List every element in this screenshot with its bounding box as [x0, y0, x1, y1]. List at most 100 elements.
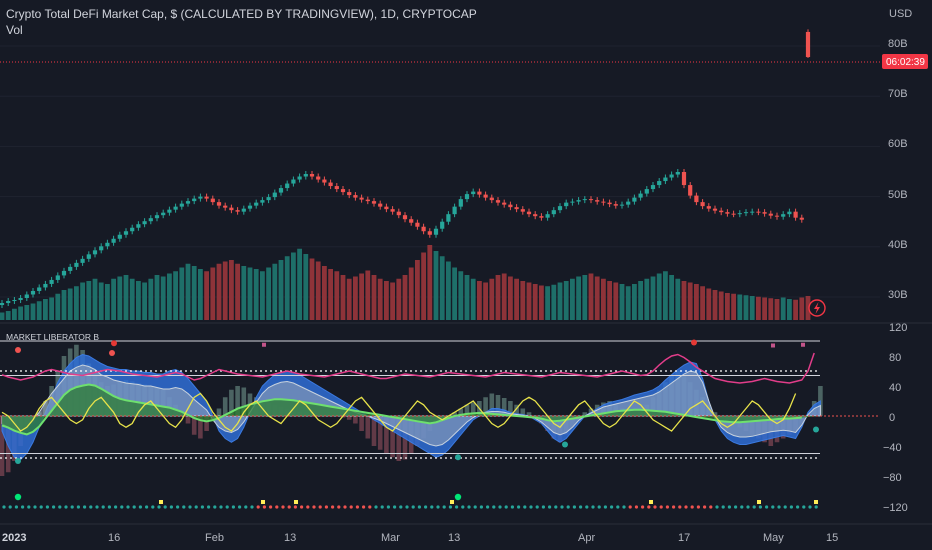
signal-row-dot [76, 505, 80, 509]
candle-body [204, 196, 209, 199]
candle-body [750, 211, 755, 213]
volume-bar [768, 298, 774, 320]
volume-bar [799, 297, 805, 320]
signal-dot-red [15, 347, 21, 353]
signal-row-dot [411, 505, 415, 509]
indicator-dots [2, 339, 819, 509]
volume-bar [253, 269, 259, 320]
signal-row-dot [430, 505, 434, 509]
candle-body [80, 258, 85, 263]
volume-bar [291, 252, 296, 320]
candle-body [681, 172, 687, 186]
signal-dot-red [691, 339, 697, 346]
signal-row-dot [665, 505, 670, 509]
signal-row-dot [312, 505, 316, 509]
signal-row-dot [231, 505, 235, 509]
time-axis[interactable]: 2023 16 Feb 13 Mar 13 Apr 17 May 15 [2, 532, 838, 544]
histogram-bar [508, 401, 513, 416]
volume-bar [725, 293, 730, 320]
signal-row-dot [498, 505, 502, 509]
histogram-bar [222, 397, 228, 416]
signal-row-dot [399, 505, 403, 509]
signal-row-dot [58, 505, 62, 509]
signal-row-dot [52, 505, 56, 509]
candle-body [626, 201, 631, 205]
signal-row-dot [746, 505, 750, 509]
candle-body [582, 199, 587, 201]
signal-row-dot [163, 505, 167, 509]
volume-bar [396, 278, 402, 320]
volume-bar [557, 282, 563, 320]
volume-bar [241, 266, 247, 320]
indicator-lines [1, 352, 815, 436]
price-axis[interactable]: USD 80B 70B 60B 50B 40B 30B 06:02:39 [882, 8, 928, 301]
volume-bar [508, 276, 513, 320]
time-label-mar-13: 13 [448, 532, 460, 544]
candle-body [539, 216, 544, 218]
signal-row-dot [684, 505, 688, 509]
signal-row-dot [715, 505, 719, 509]
lightning-icon[interactable] [808, 299, 826, 317]
volume-bar [260, 271, 265, 320]
candle-body [774, 215, 780, 217]
histogram-bar [384, 416, 389, 454]
volume-bar [266, 267, 271, 320]
candle-body [533, 214, 538, 217]
signal-row-dot [659, 505, 663, 509]
time-label-2023: 2023 [2, 532, 26, 544]
candle-body [167, 209, 172, 213]
price-tick-80: 80B [888, 38, 908, 50]
volume-bar [706, 288, 712, 320]
volume-bar [520, 281, 526, 320]
signal-row-dot [634, 505, 639, 509]
histogram-bar [495, 395, 501, 416]
candle-body [30, 290, 36, 295]
signal-row-dot [176, 505, 180, 509]
volume-bar [458, 271, 464, 320]
indicator-axis[interactable]: 120 80 40 0 −40 −80 −120 [883, 322, 908, 514]
candle-body [216, 202, 222, 206]
signal-row-dot [529, 505, 533, 509]
indicator-tick-minus-120: −120 [883, 502, 908, 514]
time-label-apr-17: 17 [678, 532, 690, 544]
volume-bar [650, 276, 656, 320]
indicator-tick-40: 40 [889, 382, 901, 394]
volume-bar [5, 311, 11, 320]
time-label-jan-16: 16 [108, 532, 120, 544]
histogram-bar [470, 402, 476, 416]
candle-body [495, 200, 501, 203]
histogram-bar [359, 416, 364, 431]
volume-bar [762, 297, 767, 320]
histogram-bar [712, 412, 718, 416]
candle-body [756, 211, 761, 213]
volume-bar [421, 252, 426, 320]
signal-row-dot [219, 505, 223, 509]
signal-row-dot [349, 505, 353, 509]
volume-bar [439, 256, 445, 320]
candle-body [365, 199, 370, 202]
volume-bar [111, 278, 116, 320]
signal-row-dot [70, 505, 74, 509]
volume-bar [371, 275, 377, 320]
signal-row-dot [114, 505, 118, 509]
signal-row-dot [721, 505, 725, 509]
volume-bar [656, 273, 662, 320]
candle-body [409, 219, 414, 223]
volume-bar [675, 278, 681, 320]
volume-bar [669, 275, 674, 320]
histogram-bar [390, 416, 395, 458]
volume-bar [185, 263, 191, 320]
candle-body [619, 204, 625, 206]
signal-yellow-square [294, 500, 298, 504]
volume-bar [86, 281, 92, 320]
volume-bar [613, 282, 619, 320]
signal-dot-green [562, 441, 568, 448]
volume-bars [0, 245, 811, 320]
volume-bar [582, 275, 588, 320]
signal-row-dot [486, 505, 490, 509]
candle-body [725, 212, 730, 214]
volume-bar [12, 308, 17, 320]
histogram-bar [353, 416, 358, 424]
candle-body [347, 192, 352, 196]
volume-bar [601, 278, 606, 320]
